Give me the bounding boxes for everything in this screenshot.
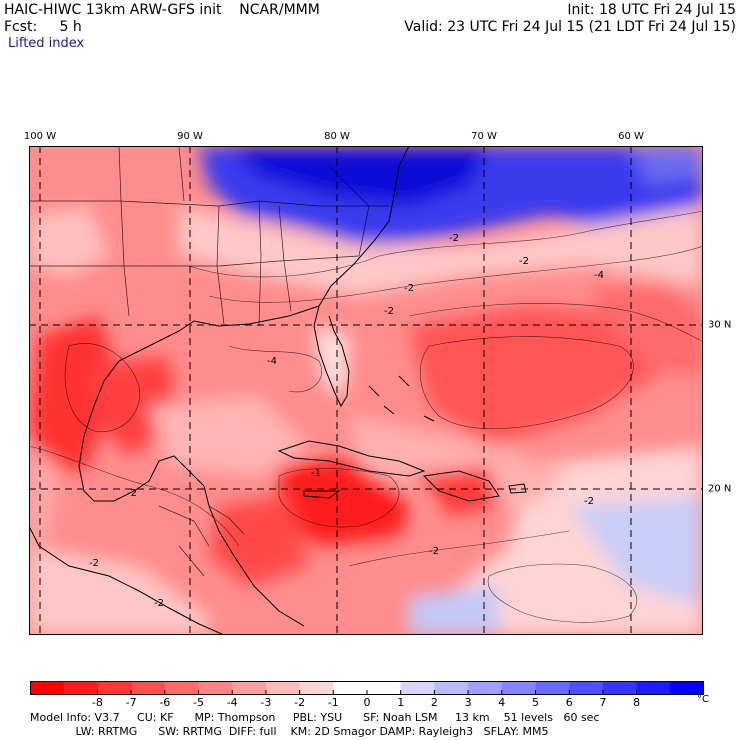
- color-bar: [30, 681, 704, 695]
- colorbar-tick-label: 4: [498, 696, 506, 709]
- colorbar-swatch: [569, 681, 604, 695]
- colorbar-tick-label: 7: [599, 696, 607, 709]
- colorbar-swatch: [30, 681, 65, 695]
- lon-label-60w: 60 W: [618, 131, 644, 142]
- valid-time: Valid: 23 UTC Fri 24 Jul 15 (21 LDT Fri …: [404, 19, 736, 35]
- lon-label-70w: 70 W: [471, 131, 497, 142]
- colorbar-swatch: [333, 681, 368, 695]
- forecast-hour: Fcst: 5 h: [4, 19, 82, 35]
- contour-label: -2: [519, 256, 529, 267]
- colorbar-swatch: [501, 681, 536, 695]
- colorbar-swatch: [97, 681, 132, 695]
- lifted-index-map: -2 -2 -2 -2 -4 -4 -2 -2 -1 -2 -2 -2: [29, 146, 703, 635]
- state-borders: [29, 146, 389, 577]
- colorbar-tick-label: 5: [532, 696, 539, 709]
- model-title: HAIC-HIWC 13km ARW-GFS init NCAR/MMM: [4, 2, 320, 18]
- model-info-line1: Model Info: V3.7 CU: KF MP: Thompson PBL…: [30, 711, 600, 724]
- contour-label: -2: [584, 496, 594, 507]
- colorbar-tick-label: -5: [193, 696, 204, 709]
- colorbar-swatch: [63, 681, 98, 695]
- colorbar-swatch: [602, 681, 638, 695]
- colorbar-tick-label: 2: [430, 696, 438, 709]
- coastlines: [29, 146, 527, 635]
- contour-label: -2: [404, 283, 414, 294]
- colorbar-tick-label: -8: [91, 696, 103, 709]
- latlon-grid: [29, 146, 703, 635]
- contours: [29, 210, 703, 623]
- contour-label: -2: [154, 598, 164, 609]
- colorbar-tick-label: 1: [397, 696, 405, 709]
- colorbar-swatch: [468, 681, 503, 695]
- map-frame: [29, 146, 703, 635]
- colorbar-tick-label: 3: [464, 696, 472, 709]
- colorbar-swatch: [367, 681, 402, 695]
- colorbar-tick-label: 6: [565, 696, 573, 709]
- lat-label-30n: 30 N: [708, 319, 732, 331]
- contour-label: -4: [267, 356, 277, 367]
- colorbar-tick-label: -4: [226, 696, 238, 709]
- contour-label: -2: [449, 233, 459, 244]
- lon-label-80w: 80 W: [324, 131, 350, 142]
- model-info-line2: LW: RRTMG SW: RRTMG DIFF: full KM: 2D Sm…: [30, 725, 549, 738]
- field-name: Lifted index: [8, 36, 85, 51]
- colorbar-swatch: [198, 681, 233, 695]
- colorbar-swatch: [636, 681, 671, 695]
- colorbar-tick-label: -3: [260, 696, 272, 709]
- colorbar-tick-label: -7: [125, 696, 137, 709]
- colorbar-swatch: [670, 681, 704, 695]
- lon-label-100w: 100 W: [23, 131, 57, 142]
- colorbar-tick-label: 0: [363, 696, 371, 709]
- colorbar-swatch: [164, 681, 199, 695]
- colorbar-swatch: [232, 681, 267, 695]
- contour-label: -1: [311, 468, 321, 479]
- init-time: Init: 18 UTC Fri 24 Jul 15: [567, 2, 736, 18]
- colorbar-swatch: [265, 681, 301, 695]
- contour-label: -2: [429, 546, 439, 557]
- contour-label: -2: [127, 488, 137, 499]
- colorbar-tick-label: -2: [294, 696, 306, 709]
- contour-label: -4: [594, 270, 604, 281]
- colorbar-tick-label: -6: [159, 696, 171, 709]
- contour-label: -2: [384, 306, 394, 317]
- colorbar-swatch: [400, 681, 435, 695]
- colorbar-unit: °C: [697, 694, 709, 705]
- colorbar-swatch: [535, 681, 570, 695]
- field-shading: [29, 146, 703, 635]
- colorbar-swatch: [434, 681, 469, 695]
- colorbar-tick-label: -1: [327, 696, 339, 709]
- contour-label: -2: [89, 558, 99, 569]
- lat-label-20n: 20 N: [708, 483, 732, 495]
- colorbar-swatch: [131, 681, 166, 695]
- colorbar-tick-label: 8: [633, 696, 641, 709]
- contour-labels: -2 -2 -2 -2 -4 -4 -2 -2 -1 -2 -2 -2: [89, 233, 604, 609]
- colorbar-swatch: [299, 681, 334, 695]
- lon-label-90w: 90 W: [177, 131, 203, 142]
